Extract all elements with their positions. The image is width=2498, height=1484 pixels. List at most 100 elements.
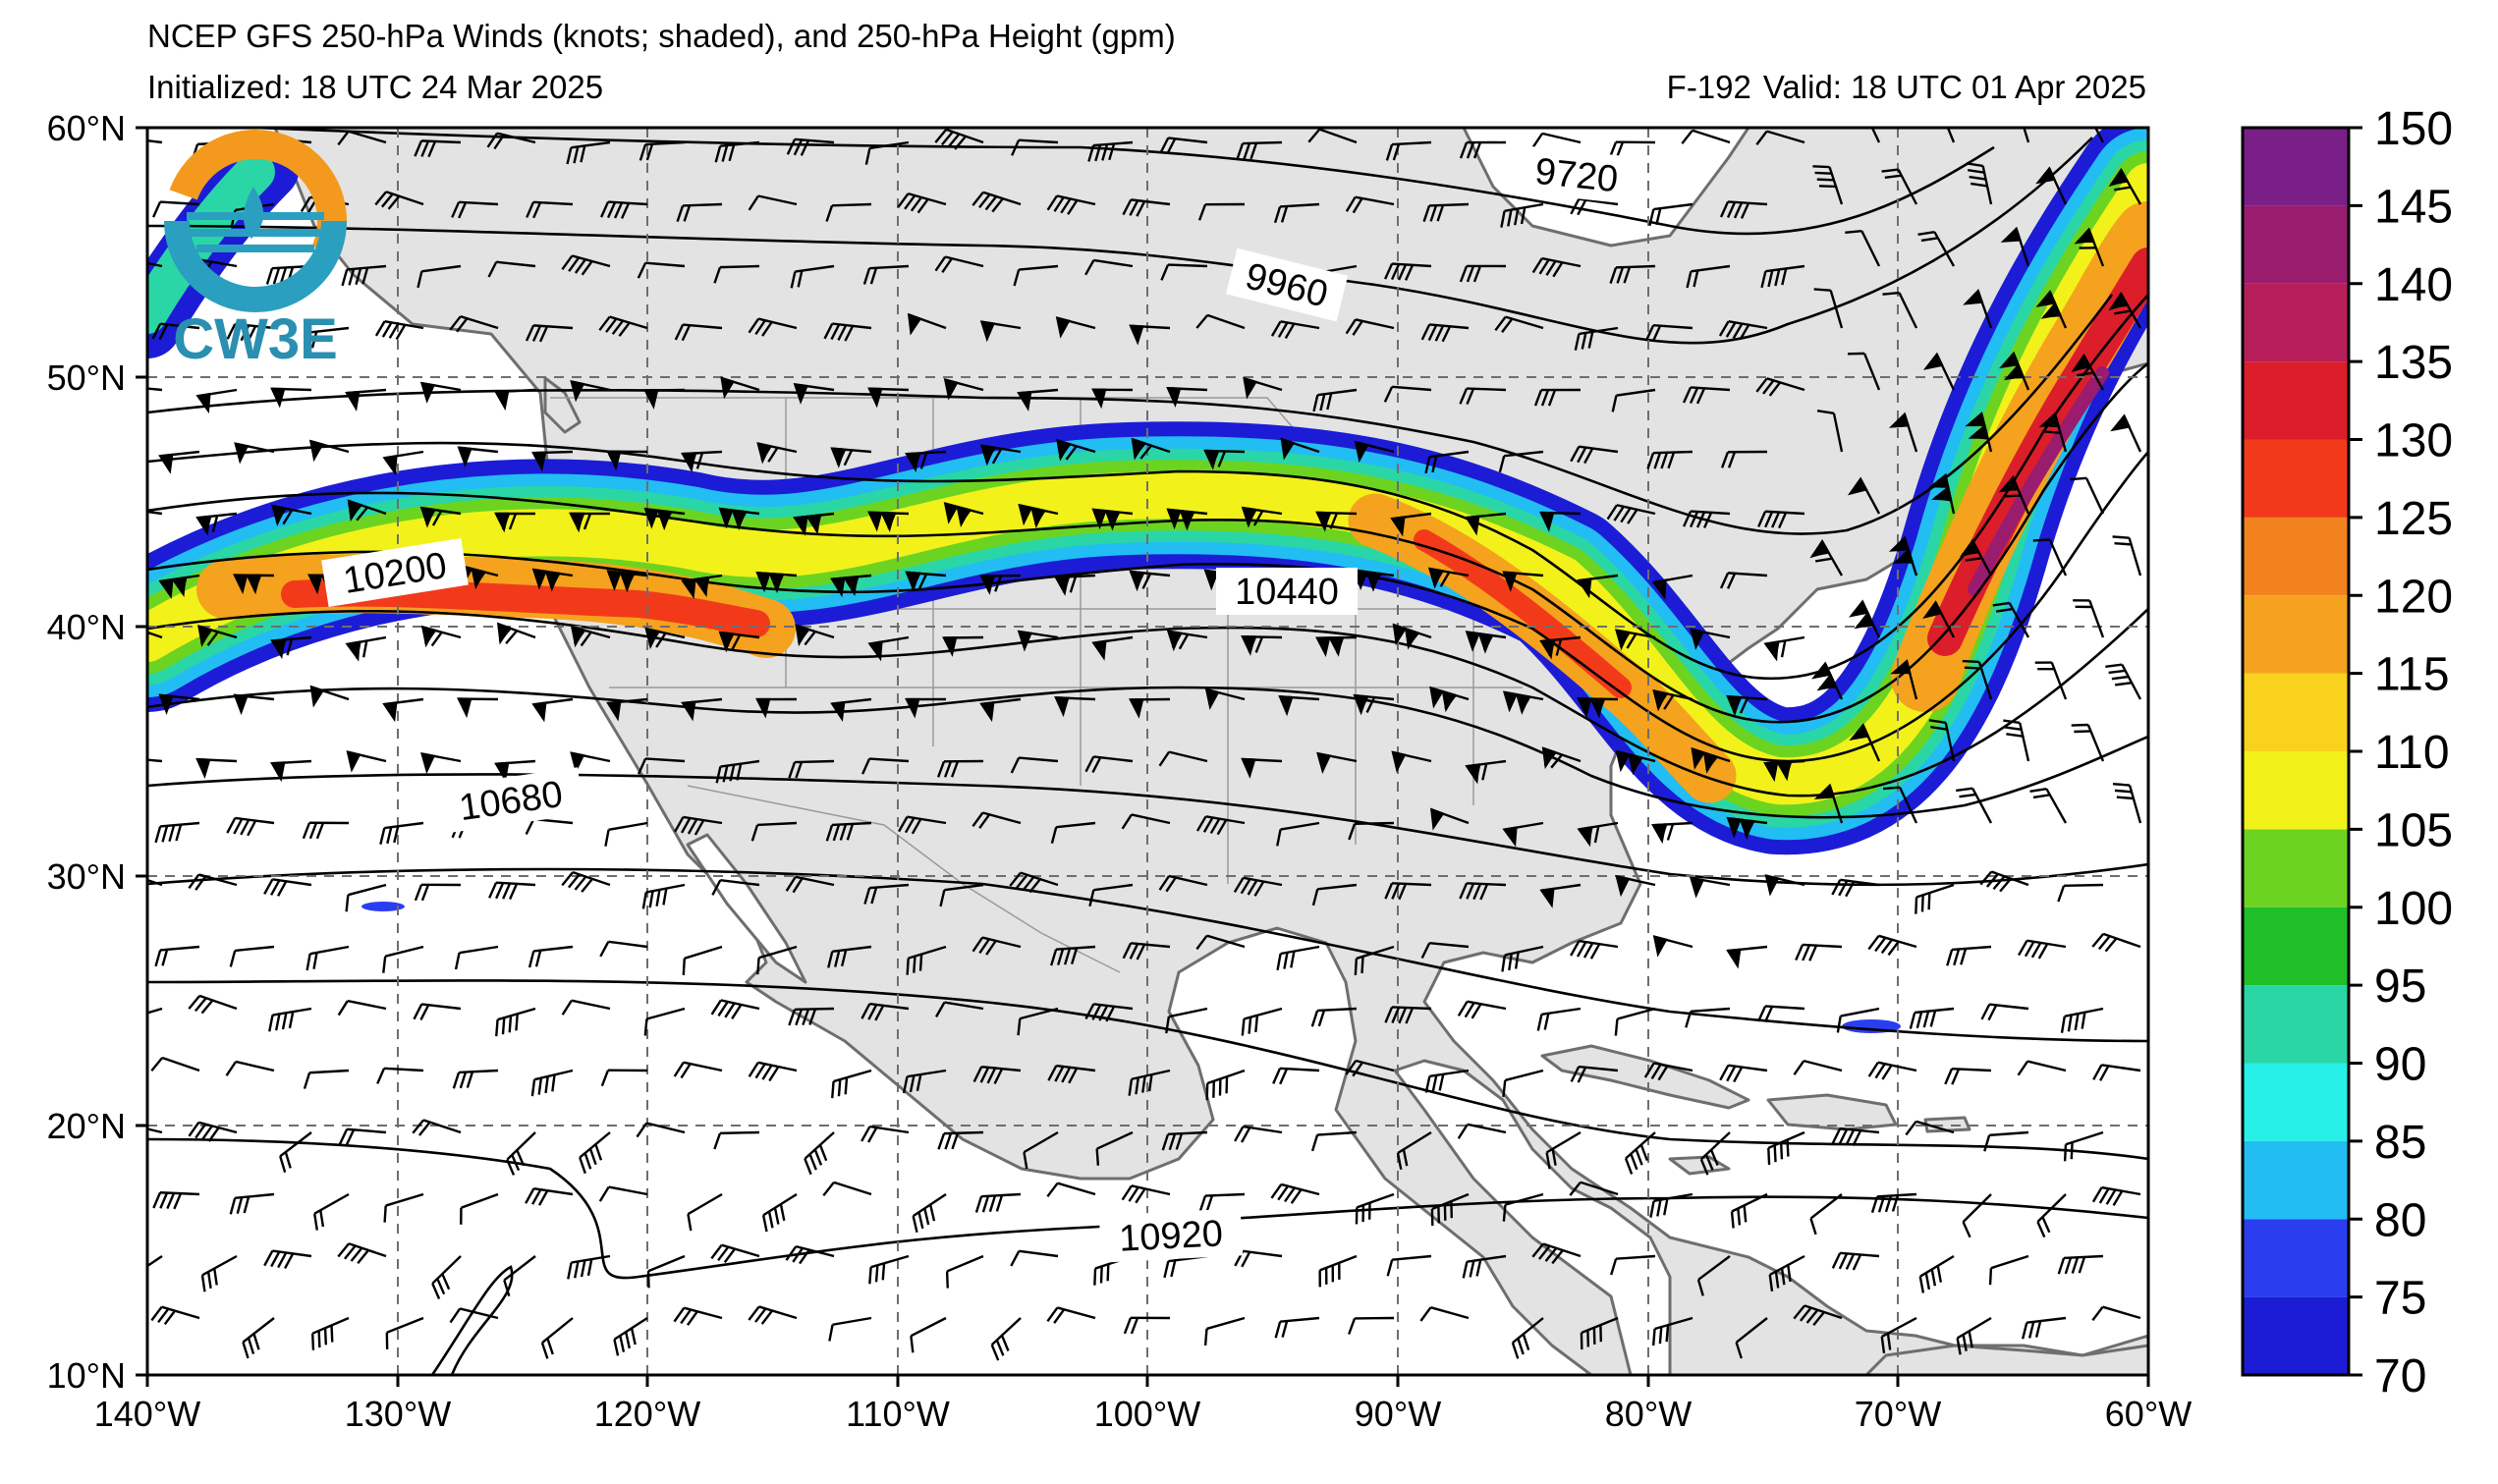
wind-barb bbox=[827, 945, 872, 968]
wind-barb bbox=[494, 512, 536, 533]
wind-barb bbox=[1831, 1127, 1880, 1146]
wind-barb bbox=[1241, 757, 1283, 779]
colorbar-tick-label: 130 bbox=[2374, 415, 2453, 467]
wind-barb bbox=[1050, 945, 1096, 966]
wind-barb bbox=[1730, 1192, 1768, 1229]
wind-barb bbox=[154, 945, 200, 967]
wind-barb bbox=[598, 1185, 648, 1202]
wind-barb bbox=[1121, 813, 1171, 830]
wind-barb bbox=[195, 512, 238, 536]
wind-barb bbox=[1966, 162, 1993, 205]
wind-barb bbox=[1160, 263, 1208, 281]
wind-barb bbox=[1809, 539, 1844, 577]
wind-barb bbox=[1420, 323, 1470, 343]
wind-barb bbox=[382, 945, 424, 973]
wind-barb bbox=[1883, 786, 1918, 824]
wind-barb bbox=[1539, 883, 1582, 908]
wind-barb bbox=[606, 697, 648, 722]
wind-barb bbox=[942, 635, 984, 657]
wind-barb bbox=[150, 1305, 200, 1326]
wind-barb bbox=[347, 499, 387, 522]
wind-barb bbox=[1726, 945, 1768, 969]
wind-barb bbox=[540, 1317, 574, 1359]
wind-barb bbox=[1203, 449, 1246, 470]
colorbar-swatch bbox=[2243, 829, 2349, 907]
lon-label-80w: 80°W bbox=[1605, 1394, 1692, 1434]
wind-barb bbox=[1845, 229, 1881, 267]
wind-barb bbox=[158, 450, 200, 474]
lat-label-40n: 40°N bbox=[47, 607, 126, 647]
wind-barb bbox=[990, 1317, 1022, 1361]
wind-barb bbox=[825, 202, 872, 222]
wind-barb bbox=[2018, 939, 2067, 960]
wind-barb bbox=[570, 379, 611, 403]
wind-barb bbox=[1757, 510, 1805, 529]
wind-barb bbox=[2108, 167, 2142, 205]
wind-barb bbox=[1764, 874, 1805, 897]
wind-barb bbox=[154, 821, 200, 844]
wind-barb bbox=[449, 1307, 499, 1324]
wind-barb bbox=[830, 697, 872, 722]
wind-barb bbox=[158, 693, 200, 716]
wind-barb bbox=[1577, 821, 1619, 848]
wind-barb bbox=[979, 444, 1022, 467]
wind-barb bbox=[1017, 1007, 1059, 1036]
wind-barb bbox=[1354, 945, 1395, 976]
wind-barb bbox=[600, 1069, 648, 1087]
wind-barb bbox=[1129, 570, 1171, 592]
wind-barb bbox=[599, 940, 648, 958]
colorbar-swatch bbox=[2243, 517, 2349, 596]
contour-label-9720: 9720 bbox=[1533, 151, 1620, 201]
wind-barb bbox=[682, 945, 723, 975]
wind-barb bbox=[1307, 128, 1358, 144]
wind-barb bbox=[1131, 437, 1171, 461]
wind-barb bbox=[431, 1255, 462, 1299]
wind-barb bbox=[561, 254, 611, 276]
wind-barb bbox=[567, 1254, 611, 1280]
wind-barb bbox=[1880, 1316, 1917, 1353]
wind-barb bbox=[979, 320, 1022, 343]
colorbar-swatch bbox=[2243, 1140, 2349, 1220]
wind-barb bbox=[1462, 1254, 1507, 1279]
wind-barb bbox=[382, 450, 424, 476]
wind-barb bbox=[1652, 935, 1693, 958]
wind-barb bbox=[1763, 759, 1805, 783]
wind-barb bbox=[270, 635, 312, 660]
wind-barb bbox=[755, 571, 798, 594]
wind-barb bbox=[1849, 723, 1881, 762]
wind-barb bbox=[531, 697, 574, 723]
wind-barb bbox=[1312, 388, 1358, 412]
wind-barb bbox=[1234, 1125, 1283, 1143]
wind-barb bbox=[1122, 198, 1171, 217]
wind-barb bbox=[1937, 128, 1956, 143]
colorbar-swatch bbox=[2243, 907, 2349, 986]
wind-barb bbox=[1502, 1069, 1544, 1098]
wind-barb bbox=[934, 255, 984, 273]
wind-barb bbox=[897, 192, 947, 214]
wind-barb bbox=[457, 697, 499, 719]
wind-barb bbox=[1888, 412, 1918, 453]
wind-barb bbox=[867, 387, 910, 409]
wind-barb bbox=[1999, 351, 2030, 391]
wind-barb bbox=[234, 442, 275, 465]
wind-barb bbox=[898, 815, 947, 835]
wind-barb bbox=[1345, 318, 1395, 336]
wind-barb bbox=[152, 1191, 200, 1210]
wind-barb bbox=[2091, 1305, 2141, 1322]
latitude-labels: 60°N 50°N 40°N 30°N 20°N 10°N bbox=[47, 108, 126, 1396]
wind-barb bbox=[2000, 226, 2030, 267]
wind-barb bbox=[974, 1192, 1022, 1213]
wind-barb bbox=[1161, 1130, 1208, 1151]
wind-barb bbox=[979, 697, 1022, 723]
wind-barb bbox=[1494, 315, 1544, 334]
wind-barb bbox=[910, 1316, 947, 1353]
wind-barb bbox=[1882, 291, 1918, 329]
colorbar-swatch bbox=[2243, 595, 2349, 674]
lat-ticks bbox=[136, 126, 147, 1377]
wind-barb bbox=[487, 260, 536, 278]
colorbar-labels: 70 75 80 85 90 95 100 105 110 115 120 125 130 135 140 1… bbox=[2374, 103, 2453, 1402]
wind-barb bbox=[376, 1067, 424, 1084]
wind-barb bbox=[1577, 574, 1619, 599]
wind-barb bbox=[2112, 535, 2142, 577]
wind-barb bbox=[569, 512, 611, 533]
